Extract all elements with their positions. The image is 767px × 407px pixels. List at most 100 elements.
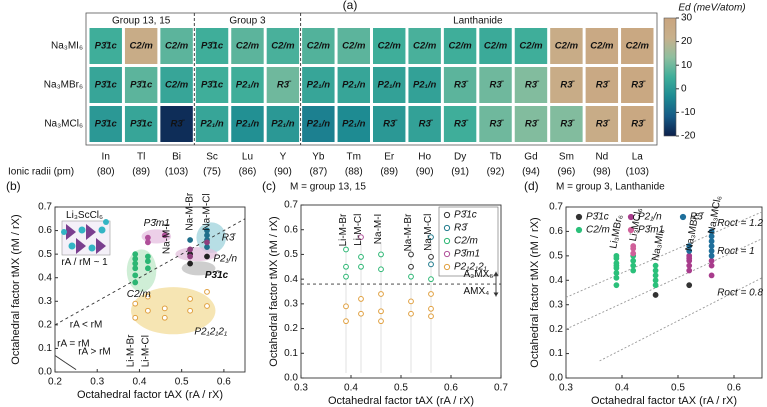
column-notes-label: Ionic radii (pm) xyxy=(8,167,74,178)
data-point xyxy=(358,263,364,270)
y-axis-label: Octahedral factor tMX (rM / rX) xyxy=(10,214,22,364)
data-point xyxy=(428,234,434,241)
heatmap-cell xyxy=(585,106,619,142)
data-point xyxy=(358,234,364,241)
panel-label: (b) xyxy=(6,179,21,193)
reference-line-label: Roct = 1 xyxy=(717,246,755,257)
annotation: Li₃ScCl₆ xyxy=(66,210,103,221)
data-point xyxy=(132,314,139,321)
plot-frame xyxy=(54,206,246,373)
y-tick-label: 0.4 xyxy=(549,275,563,286)
row-label: Na₃MI₆ xyxy=(51,41,83,52)
heatmap-cell xyxy=(337,67,370,103)
column-label: Bi xyxy=(172,152,181,163)
data-point xyxy=(187,237,194,243)
colorbar xyxy=(663,17,677,137)
data-point xyxy=(187,260,194,267)
heatmap-cell xyxy=(160,67,193,103)
column-label: Dy xyxy=(454,152,466,163)
data-point xyxy=(144,293,151,300)
data-point xyxy=(204,232,210,239)
legend-label: R3̄ xyxy=(690,212,705,223)
data-point xyxy=(630,250,637,257)
data-point xyxy=(343,263,349,270)
data-point xyxy=(144,253,151,260)
legend-label: P3̄1c xyxy=(454,210,477,221)
heatmap-cell xyxy=(514,106,548,142)
data-point xyxy=(408,263,414,270)
data-point xyxy=(428,291,434,297)
panel-label: (d) xyxy=(524,179,539,193)
data-point xyxy=(652,262,659,269)
cell-label: R3̄ xyxy=(277,80,292,91)
cell-label: C2/m xyxy=(555,41,579,52)
cell-label: C2/m xyxy=(484,41,508,52)
data-point xyxy=(132,251,139,258)
data-point xyxy=(144,307,151,314)
heatmap-cell xyxy=(585,67,619,103)
heatmap-cell xyxy=(550,28,583,64)
annotation: rA > rM xyxy=(78,347,111,358)
plot-frame xyxy=(565,206,763,379)
data-point xyxy=(408,251,414,258)
data-point xyxy=(187,246,194,253)
annotation: Na-M-Br xyxy=(185,192,196,230)
heatmap-cell xyxy=(124,28,158,64)
column-note: (87) xyxy=(309,167,327,178)
data-point xyxy=(378,266,384,273)
column-label: Tb xyxy=(490,152,502,163)
annotation: Na-M-Cl xyxy=(202,193,213,230)
cell-label: P2₁/n xyxy=(378,80,402,91)
heatmap-cell xyxy=(550,67,583,103)
column-note: (103) xyxy=(626,167,649,178)
column-note: (94) xyxy=(522,167,540,178)
cell-label: P3̄1c xyxy=(130,80,153,91)
data-point xyxy=(144,234,151,241)
y-tick-label: 0.4 xyxy=(284,274,298,285)
data-point xyxy=(428,276,434,283)
annotation: Na-M-I xyxy=(373,214,384,245)
cell-label: C2/m xyxy=(307,41,331,52)
cell-label: P3̄1c xyxy=(130,119,153,130)
x-axis-label: Octahedral factor tAX (rA / rX) xyxy=(77,389,223,401)
cell-label: R3̄ xyxy=(489,119,504,130)
group-label: Lanthanide xyxy=(453,16,503,27)
colorbar-label: Ed (meV/atom) xyxy=(678,3,745,14)
region-label: P3̄1c xyxy=(205,270,229,281)
colorbar-tick-label: 20 xyxy=(681,36,693,47)
cell-label: P2₁/n xyxy=(413,80,437,91)
data-point xyxy=(408,273,414,280)
y-tick-label: 0.3 xyxy=(284,298,298,309)
annotation: A₃MX₆ xyxy=(464,269,494,280)
column-label: Er xyxy=(384,152,395,163)
data-point xyxy=(378,318,384,325)
row-label: Na₃MCl₆ xyxy=(44,119,83,130)
column-note: (89) xyxy=(380,167,398,178)
cell-label: C2/m xyxy=(626,41,650,52)
region-label: C2/m xyxy=(127,289,151,300)
heatmap-cell xyxy=(266,28,300,64)
x-tick-label: 0.6 xyxy=(727,383,741,394)
reference-line xyxy=(599,277,763,362)
data-point xyxy=(132,300,139,307)
data-point xyxy=(630,267,637,274)
phase-region xyxy=(126,249,157,292)
data-point xyxy=(343,303,349,310)
x-axis-label: Octahedral factor tAX (rA / rX) xyxy=(328,395,474,407)
data-point xyxy=(686,267,693,274)
legend-marker xyxy=(575,213,583,221)
heatmap-cell xyxy=(302,106,335,142)
data-point xyxy=(161,314,168,321)
column-label: Y xyxy=(280,152,287,163)
y-tick-label: 0.2 xyxy=(38,319,52,330)
legend-label: P2₁/n xyxy=(638,212,662,223)
data-point xyxy=(708,228,715,235)
x-tick-label: 0.2 xyxy=(48,377,62,388)
data-point xyxy=(708,262,715,269)
x-tick-label: 0.7 xyxy=(494,383,508,394)
y-tick-label: 0.6 xyxy=(549,226,563,237)
column-label: In xyxy=(102,152,110,163)
annotation: Na₃MI₆ xyxy=(650,228,666,261)
cell-label: C2/m xyxy=(519,41,543,52)
cell-label: P2₁/n xyxy=(236,119,260,130)
